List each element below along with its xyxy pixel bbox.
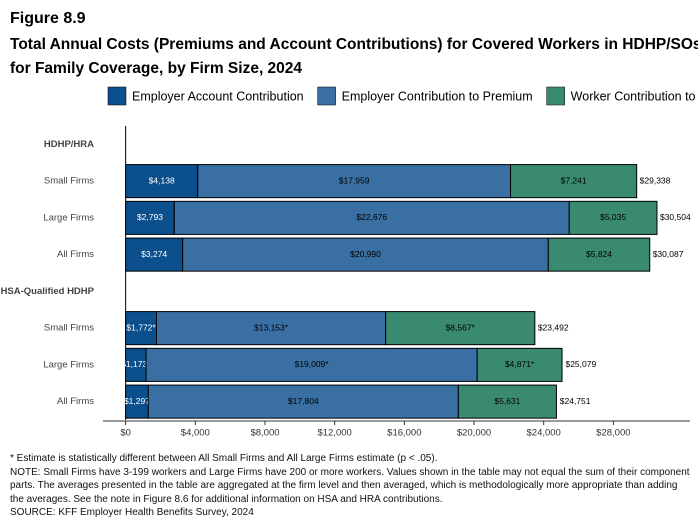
total-label: $30,504 [660, 212, 691, 222]
bar-segment [145, 347, 478, 382]
x-tick-label: $20,000 [457, 428, 491, 439]
bar-segment [125, 311, 158, 346]
total-label: $30,087 [653, 249, 684, 259]
bar-segment [510, 164, 638, 199]
value-label: $19,009* [295, 359, 330, 369]
category-label: All Firms [57, 396, 94, 407]
value-label: $5,631 [494, 396, 520, 406]
x-tick-label: $24,000 [527, 428, 561, 439]
notes: * Estimate is statistically different be… [10, 452, 690, 520]
value-label: $4,138 [149, 175, 175, 185]
chart: Employer Account Contribution Employer Co… [1, 86, 698, 439]
value-label: $2,793 [137, 212, 163, 222]
x-tick-label: $16,000 [387, 428, 421, 439]
bar-segment [385, 311, 536, 346]
figure-label: Figure 8.9 [10, 10, 86, 27]
value-label: $5,035 [600, 212, 626, 222]
title-line: Total Annual Costs (Premiums and Account… [10, 36, 698, 53]
total-label: $24,751 [560, 396, 591, 406]
x-tick-label: $4,000 [181, 428, 210, 439]
legend-swatch [107, 86, 127, 106]
category-label: Small Firms [44, 176, 94, 187]
value-label: $17,959 [339, 175, 370, 185]
legend-label: Employer Account Contribution [132, 89, 304, 103]
title-line: for Family Coverage, by Firm Size, 2024 [10, 60, 303, 77]
total-label: $29,338 [640, 175, 671, 185]
bar-segment [476, 347, 563, 382]
group-label: HSA-Qualified HDHP [1, 286, 95, 297]
category-label: Small Firms [44, 323, 94, 334]
note: SOURCE: KFF Employer Health Benefits Sur… [10, 507, 254, 519]
bar-segment [125, 200, 175, 235]
value-label: $1,297 [124, 396, 150, 406]
value-label: $22,676 [356, 212, 387, 222]
value-label: $8,567* [446, 322, 476, 332]
value-label: $1,173* [121, 359, 151, 369]
value-label: $20,990 [350, 249, 381, 259]
x-tick-label: $8,000 [250, 428, 279, 439]
value-label: $17,804 [288, 396, 319, 406]
group-label: HDHP/HRA [44, 139, 94, 150]
bar-segment [147, 384, 459, 419]
bar-segment [125, 164, 199, 199]
value-label: $5,824 [586, 249, 612, 259]
x-tick-label: $28,000 [596, 428, 630, 439]
x-tick-label: $12,000 [317, 428, 351, 439]
category-label: Large Firms [43, 212, 94, 223]
legend-swatch [546, 86, 565, 106]
legend-label: Worker Contribution to Premium [571, 89, 698, 103]
category-label: Large Firms [43, 359, 94, 370]
legend-swatch [317, 86, 336, 106]
category-label: All Firms [57, 249, 94, 260]
value-label: $3,274 [141, 249, 167, 259]
x-tick-label: $0 [120, 428, 131, 439]
value-label: $13,153* [254, 322, 289, 332]
bar-segment [156, 311, 387, 346]
value-label: $7,241 [561, 175, 587, 185]
bar-segment [457, 384, 557, 419]
note: NOTE: Small Firms have 3-199 workers and… [10, 466, 690, 505]
bar-segment [197, 164, 512, 199]
value-label: $1,772* [126, 322, 156, 332]
value-label: $4,871* [505, 359, 535, 369]
bar-segment [568, 200, 658, 235]
bar-segment [173, 200, 570, 235]
chart-title: Total Annual Costs (Premiums and Account… [10, 33, 698, 81]
note: * Estimate is statistically different be… [10, 453, 438, 464]
total-label: $25,079 [565, 359, 596, 369]
bar-segment [547, 237, 651, 272]
total-label: $23,492 [538, 322, 569, 332]
legend-label: Employer Contribution to Premium [342, 89, 533, 103]
